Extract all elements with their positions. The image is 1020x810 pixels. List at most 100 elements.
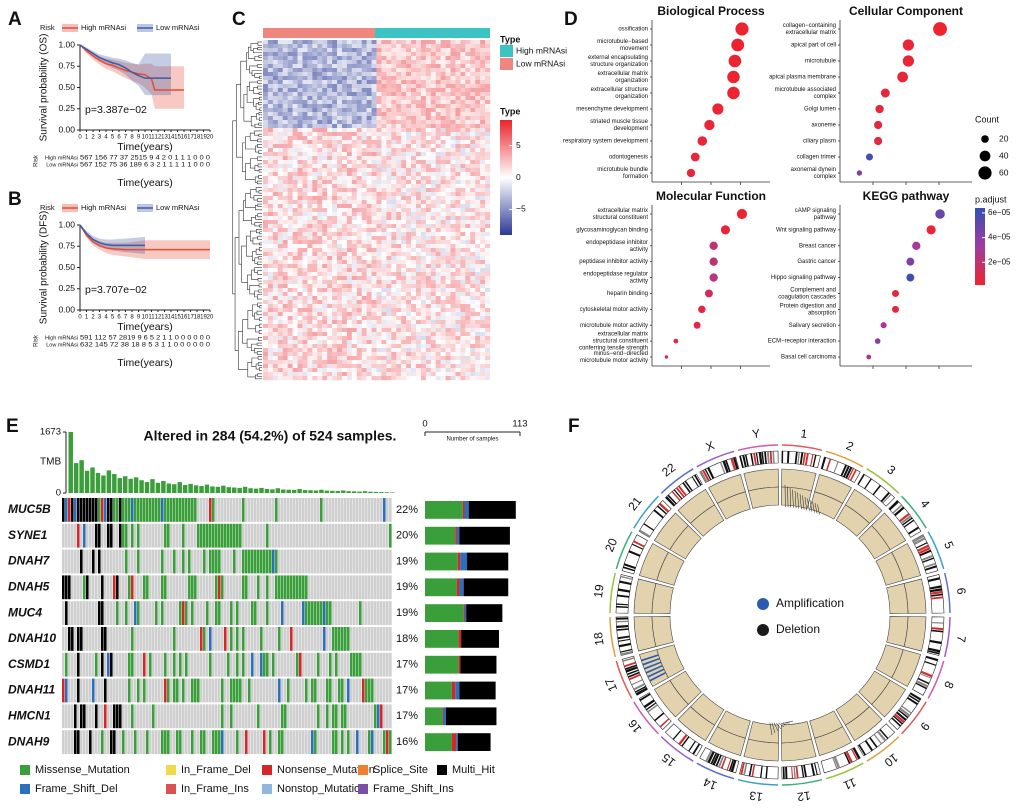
heatmap-cell xyxy=(455,156,461,161)
heatmap-cell xyxy=(455,52,461,57)
oncoplot-cell xyxy=(128,601,131,625)
oncoplot-cell xyxy=(86,575,89,600)
heatmap-cell xyxy=(317,280,323,285)
heatmap-cell xyxy=(415,192,422,197)
heatmap-cell xyxy=(445,288,451,293)
heatmap-cell xyxy=(277,124,283,129)
heatmap-cell xyxy=(282,280,288,285)
heatmap-cell xyxy=(430,280,436,285)
heatmap-cell xyxy=(346,156,353,161)
dendrogram xyxy=(246,235,253,257)
heatmap-cell xyxy=(327,272,333,277)
oncoplot-cell xyxy=(260,549,263,574)
heatmap-cell xyxy=(381,348,387,353)
heatmap-cell xyxy=(292,260,298,265)
heatmap-cell xyxy=(341,168,348,173)
heatmap-cell xyxy=(332,80,338,85)
heatmap-cell xyxy=(297,200,303,205)
oncoplot-cell xyxy=(218,601,221,625)
oncoplot-cell xyxy=(272,549,275,574)
heatmap-cell xyxy=(391,300,397,305)
heatmap-cell xyxy=(396,116,402,121)
heatmap-cell xyxy=(386,92,392,97)
heatmap-cell xyxy=(391,116,397,121)
heatmap-cell xyxy=(430,188,436,193)
heatmap-cell xyxy=(450,224,456,229)
oncoplot-cell xyxy=(164,575,167,600)
heatmap-cell xyxy=(450,240,456,245)
heatmap-cell xyxy=(396,364,402,369)
heatmap-cell xyxy=(287,152,293,157)
heatmap-cell xyxy=(297,220,303,225)
x-tick-label: 3 xyxy=(98,315,102,321)
heatmap-cell xyxy=(297,268,303,273)
heatmap-cell xyxy=(470,296,476,301)
heatmap-cell xyxy=(401,284,407,289)
heatmap-cell xyxy=(450,40,456,45)
tmb-bar xyxy=(221,485,226,493)
heatmap-cell xyxy=(282,76,288,81)
heatmap-cell xyxy=(406,128,412,133)
enrichment-dot xyxy=(880,88,890,98)
heatmap-cell xyxy=(450,244,456,249)
heatmap-cell xyxy=(415,172,422,177)
heatmap-cell xyxy=(465,80,471,85)
heatmap-cell xyxy=(346,240,353,245)
heatmap-cell xyxy=(430,44,436,49)
heatmap-cell xyxy=(401,280,407,285)
heatmap-cell xyxy=(460,148,466,153)
size-key xyxy=(979,150,991,162)
heatmap-cell xyxy=(366,172,372,177)
enrichment-dot xyxy=(735,22,749,36)
heatmap-cell xyxy=(381,344,387,349)
heatmap-cell xyxy=(337,204,343,209)
heatmap-cell xyxy=(337,240,343,245)
oncoplot-cell xyxy=(173,601,176,625)
heatmap-cell xyxy=(445,132,451,137)
heatmap-cell xyxy=(396,296,402,301)
heatmap-cell xyxy=(415,212,422,217)
heatmap-cell xyxy=(381,60,387,65)
heatmap-cell xyxy=(327,332,333,337)
oncoplot-cell xyxy=(278,601,281,625)
heatmap-cell xyxy=(341,60,348,65)
heatmap-cell xyxy=(475,308,481,313)
term-label: microtubule motor activity xyxy=(580,323,648,329)
heatmap-cell xyxy=(267,280,274,285)
heatmap-cell xyxy=(470,48,476,53)
heatmap-cell xyxy=(411,256,417,261)
oncoplot-cell xyxy=(221,549,224,574)
dendrogram xyxy=(245,193,256,208)
heatmap-cell xyxy=(415,164,422,169)
heatmap-cell xyxy=(337,352,343,357)
heatmap-cell xyxy=(322,176,328,181)
oncoplot-cell xyxy=(188,549,191,574)
heatmap-cell xyxy=(366,272,372,277)
heatmap-cell xyxy=(376,232,382,237)
heatmap-cell xyxy=(396,232,402,237)
heatmap-cell xyxy=(267,92,274,97)
heatmap-cell xyxy=(381,300,387,305)
heatmap-cell xyxy=(282,260,288,265)
heatmap-cell xyxy=(292,64,298,69)
heatmap-cell xyxy=(346,332,353,337)
heatmap-cell xyxy=(346,276,353,281)
heatmap-cell xyxy=(346,52,353,57)
enrichment-dot xyxy=(704,289,713,298)
heatmap-cell xyxy=(381,148,387,153)
heatmap-cell xyxy=(351,352,357,357)
oncoplot-cell xyxy=(203,575,206,600)
heatmap-cell xyxy=(450,316,456,321)
heatmap-cell xyxy=(307,108,313,113)
heatmap-cell xyxy=(386,56,392,61)
heatmap-cell xyxy=(297,324,303,329)
heatmap-cell xyxy=(287,368,293,373)
heatmap-cell xyxy=(480,340,486,345)
heatmap-cell xyxy=(430,320,436,325)
heatmap-cell xyxy=(327,160,333,165)
heatmap-cell xyxy=(332,76,338,81)
heatmap-cell xyxy=(480,68,486,73)
heatmap-cell xyxy=(460,232,466,237)
heatmap-cell xyxy=(366,144,372,149)
heatmap-cell xyxy=(440,40,446,45)
